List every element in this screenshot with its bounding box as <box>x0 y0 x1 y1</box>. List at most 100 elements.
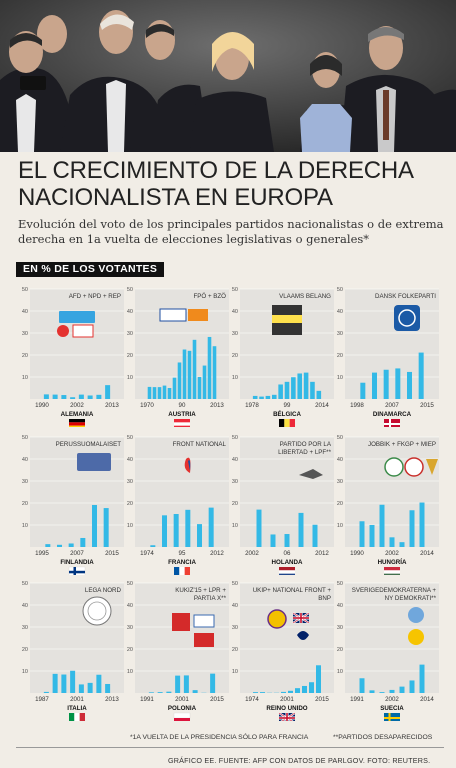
y-tick-label: 30 <box>22 479 28 485</box>
bar-chart-hu: 10 20 30 40 50 JOBBIK + FKGP + MIEP 1990 2002 20… <box>337 435 439 575</box>
y-tick-label: 20 <box>127 501 133 507</box>
plot-background <box>345 289 439 399</box>
bar-at-3 <box>162 385 167 399</box>
country-name: SUECIA <box>380 705 404 712</box>
x-tick-label: 2012 <box>210 550 224 557</box>
bar-gb-4 <box>281 691 286 693</box>
x-tick-label: 2001 <box>175 696 189 703</box>
bar-de-2 <box>61 395 67 399</box>
bar-it-6 <box>96 674 102 693</box>
y-tick-label: 20 <box>337 501 343 507</box>
npd-logo <box>57 325 69 337</box>
party-label: VLAAMS BELANG <box>279 293 331 300</box>
party-label: JOBBIK + FKGP + MIEP <box>368 441 436 448</box>
y-tick-label: 10 <box>22 375 28 381</box>
y-tick-label: 50 <box>127 287 133 293</box>
bar-be-0 <box>252 395 258 399</box>
x-tick-label: 2001 <box>280 696 294 703</box>
x-tick-label: 1978 <box>245 402 259 409</box>
y-tick-label: 30 <box>22 625 28 631</box>
bar-chart-pl: 10 20 30 40 50 KUKIZ'15 + LPR +PARTIA X** 1991… <box>127 581 229 721</box>
y-tick-label: 50 <box>22 287 28 293</box>
flag-at <box>174 419 190 427</box>
x-tick-label: 2015 <box>420 402 434 409</box>
bar-be-10 <box>316 390 322 399</box>
flag-be <box>279 419 295 427</box>
flag-pl <box>173 712 191 721</box>
bar-nl-4 <box>312 524 318 547</box>
bar-de-3 <box>70 397 76 399</box>
y-tick-label: 40 <box>232 603 238 609</box>
bar-it-4 <box>78 684 84 693</box>
bar-fr-5 <box>208 507 214 547</box>
bar-at-8 <box>187 350 192 399</box>
bar-pl-5 <box>192 690 198 693</box>
country-name: DINAMARCA <box>373 411 412 418</box>
footnote-france: *1A VUELTA DE LA PRESIDENCIA SÓLO PARA F… <box>130 734 309 741</box>
x-tick-label: 2007 <box>70 550 84 557</box>
y-tick-label: 30 <box>232 331 238 337</box>
bar-be-4 <box>278 384 283 399</box>
bar-it-7 <box>105 683 111 693</box>
y-tick-label: 20 <box>22 501 28 507</box>
y-tick-label: 50 <box>127 435 133 441</box>
y-tick-label: 40 <box>337 309 343 315</box>
plot-background <box>135 437 229 547</box>
country-panel-hu: 10 20 30 40 50 JOBBIK + FKGP + MIEP 1990 2002 20… <box>331 435 439 575</box>
y-tick-label: 10 <box>337 523 343 529</box>
bar-de-6 <box>96 394 102 399</box>
y-tick-label: 50 <box>232 287 238 293</box>
country-name: BÉLGICA <box>273 410 301 418</box>
bar-pl-2 <box>166 691 172 693</box>
y-tick-label: 10 <box>337 669 343 675</box>
x-tick-label: 2001 <box>70 696 84 703</box>
y-tick-label: 20 <box>232 501 238 507</box>
bar-at-4 <box>167 388 172 399</box>
country-panel-fr: 10 20 30 40 50 FRONT NATIONAL 1974 95 2012 FRANCI… <box>121 435 229 575</box>
flag-gb <box>278 712 296 721</box>
x-tick-label: 2002 <box>385 696 399 703</box>
y-tick-label: 50 <box>232 581 238 587</box>
partia-x-logo <box>194 633 214 647</box>
plot-background <box>30 583 124 693</box>
party-label: DANSK FOLKEPARTI <box>375 293 436 300</box>
y-tick-label: 30 <box>232 625 238 631</box>
bzo-logo <box>188 309 208 321</box>
flag-it <box>69 713 85 721</box>
units-tag: EN % DE LOS VOTANTES <box>16 262 165 277</box>
country-name: AUSTRIA <box>168 411 196 418</box>
fpo-logo <box>159 308 187 322</box>
bar-chart-de: 10 20 30 40 50 AFD + NPD + REP 1990 2002 2013 ALE… <box>22 287 124 427</box>
country-panel-de: 10 20 30 40 50 AFD + NPD + REP 1990 2002 2013 ALE… <box>16 287 124 427</box>
bar-at-6 <box>177 362 182 399</box>
bar-be-2 <box>265 395 271 399</box>
bar-se-2 <box>379 692 385 693</box>
y-tick-label: 10 <box>22 523 28 529</box>
y-tick-label: 40 <box>127 457 133 463</box>
bar-it-1 <box>52 673 58 693</box>
x-tick-label: 1970 <box>140 402 154 409</box>
bar-nl-3 <box>298 512 304 547</box>
y-tick-label: 50 <box>127 581 133 587</box>
bar-chart-se: 10 20 30 40 50 SVERIGEDEMOKRATERNA +NY DEMOKR… <box>337 581 439 721</box>
ny-demokrati-logo <box>408 629 424 645</box>
bar-se-0 <box>359 678 365 693</box>
bar-hu-1 <box>369 525 375 547</box>
y-tick-label: 10 <box>127 375 133 381</box>
bar-fr-1 <box>162 515 167 547</box>
bar-hu-0 <box>359 521 365 547</box>
country-panel-fi: 10 20 30 40 50 PERUSSUOMALAISET 1995 2007 2015 FI… <box>16 435 124 575</box>
bar-se-5 <box>409 680 415 693</box>
bar-pl-0 <box>148 692 154 693</box>
y-tick-label: 20 <box>232 647 238 653</box>
bar-at-13 <box>212 346 217 399</box>
y-tick-label: 10 <box>232 523 238 529</box>
y-tick-label: 40 <box>232 309 238 315</box>
bar-dk-4 <box>407 371 412 399</box>
politicians-photo <box>0 0 456 152</box>
bar-hu-6 <box>419 502 425 547</box>
bar-nl-2 <box>284 534 290 547</box>
country-panel-it: 10 20 30 40 50 LEGA NORD 1987 2001 2013 ITALIA <box>16 581 124 721</box>
y-tick-label: 50 <box>232 435 238 441</box>
